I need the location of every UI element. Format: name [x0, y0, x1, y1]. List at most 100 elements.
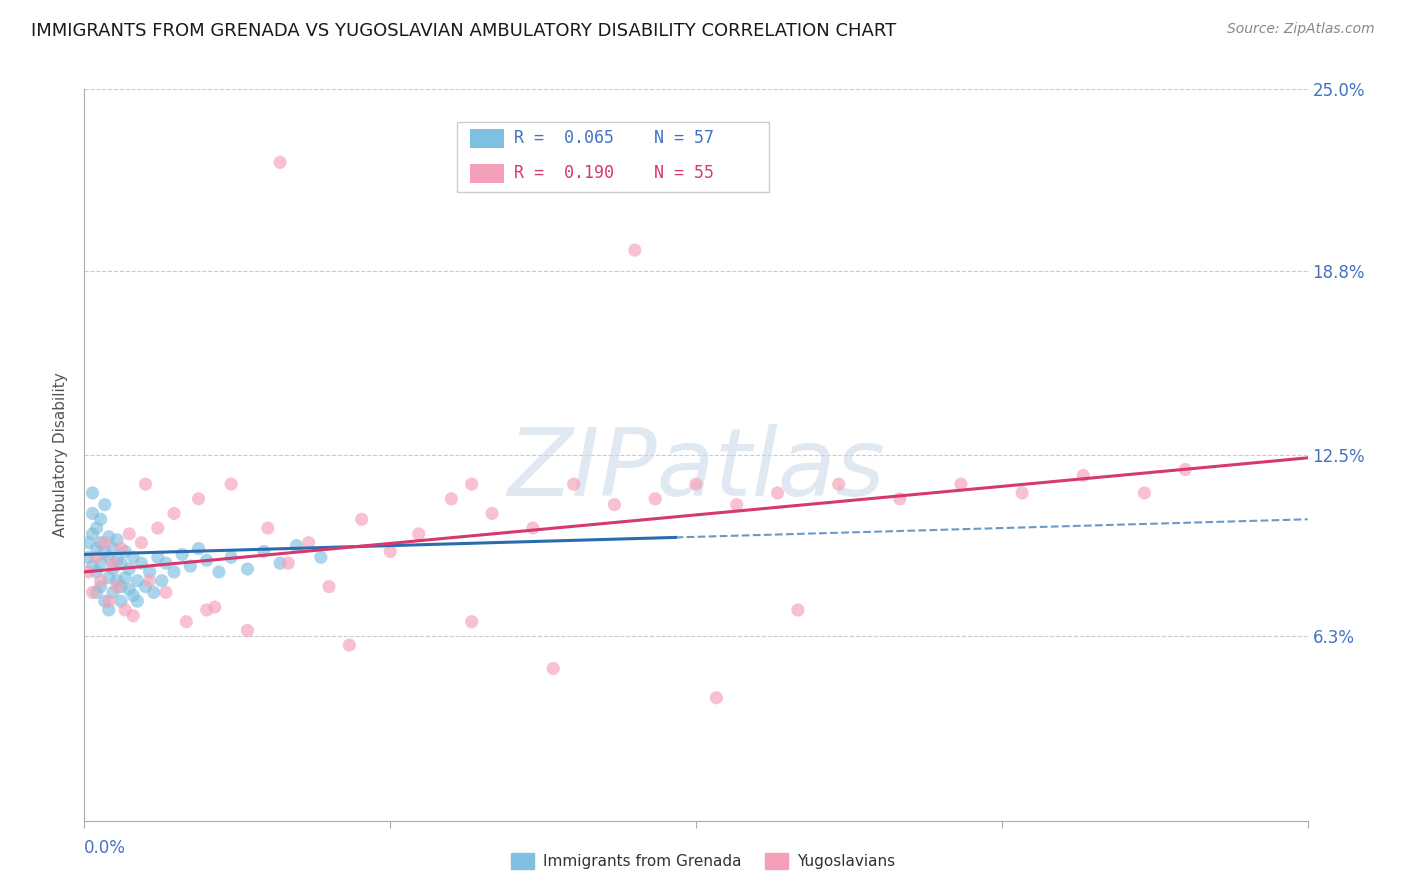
Point [163, 507, 186, 521]
Point [118, 562, 141, 576]
Point [90, 580, 112, 594]
Point [86, 541, 108, 556]
Point [93, 594, 115, 608]
Point [86, 521, 108, 535]
Point [1011, 486, 1033, 500]
Point [155, 556, 177, 570]
Point [122, 550, 145, 565]
Point [318, 580, 340, 594]
Point [82, 527, 104, 541]
Point [135, 580, 157, 594]
Point [86, 585, 108, 599]
Point [114, 544, 136, 558]
Point [624, 243, 647, 257]
Point [146, 521, 169, 535]
Point [105, 553, 128, 567]
Point [150, 574, 173, 588]
Point [685, 477, 707, 491]
Point [257, 521, 280, 535]
Point [208, 565, 231, 579]
Point [787, 603, 810, 617]
Point [219, 477, 242, 491]
Point [97, 530, 120, 544]
Point [101, 585, 124, 599]
Point [127, 574, 149, 588]
FancyBboxPatch shape [457, 122, 769, 192]
Point [309, 550, 332, 565]
Point [90, 512, 112, 526]
Point [440, 491, 463, 506]
Point [101, 562, 124, 576]
Point [179, 559, 201, 574]
Point [522, 521, 544, 535]
Point [131, 556, 153, 570]
Y-axis label: Ambulatory Disability: Ambulatory Disability [53, 373, 69, 537]
Point [110, 580, 132, 594]
Point [219, 550, 242, 565]
Point [142, 585, 165, 599]
Point [1073, 468, 1095, 483]
Point [114, 571, 136, 585]
Point [82, 585, 104, 599]
Point [82, 507, 104, 521]
Point [766, 486, 789, 500]
Point [298, 535, 321, 549]
Point [236, 562, 259, 576]
Point [118, 527, 141, 541]
Bar [470, 129, 503, 148]
Point [90, 535, 112, 549]
Point [1174, 462, 1197, 476]
Point [253, 544, 276, 558]
Text: R =  0.065    N = 57: R = 0.065 N = 57 [513, 129, 714, 147]
Point [93, 498, 115, 512]
Point [86, 550, 108, 565]
Point [195, 553, 218, 567]
Point [101, 556, 124, 570]
Point [725, 498, 748, 512]
Point [86, 565, 108, 579]
Text: ZIPatlas: ZIPatlas [508, 424, 884, 515]
Point [97, 571, 120, 585]
Point [90, 556, 112, 570]
Point [236, 624, 259, 638]
Point [110, 541, 132, 556]
Point [408, 527, 430, 541]
Point [122, 608, 145, 623]
Point [110, 594, 132, 608]
Point [97, 603, 120, 617]
Point [1133, 486, 1156, 500]
Point [122, 588, 145, 602]
Point [93, 544, 115, 558]
Point [461, 615, 484, 629]
Point [82, 486, 104, 500]
Legend: Immigrants from Grenada, Yugoslavians: Immigrants from Grenada, Yugoslavians [505, 847, 901, 875]
Text: R =  0.190    N = 55: R = 0.190 N = 55 [513, 164, 714, 182]
Point [135, 477, 157, 491]
Point [118, 582, 141, 597]
Point [97, 550, 120, 565]
Point [950, 477, 973, 491]
Point [644, 491, 666, 506]
Point [127, 594, 149, 608]
Point [380, 544, 402, 558]
Point [603, 498, 626, 512]
Point [90, 574, 112, 588]
Point [101, 541, 124, 556]
Point [138, 574, 160, 588]
Point [138, 565, 160, 579]
Point [481, 507, 503, 521]
Point [828, 477, 851, 491]
Point [82, 559, 104, 574]
Point [105, 580, 128, 594]
Bar [470, 164, 503, 183]
Point [110, 556, 132, 570]
Point [163, 565, 186, 579]
Point [204, 600, 226, 615]
Point [105, 574, 128, 588]
Point [461, 477, 484, 491]
Point [285, 539, 308, 553]
Point [187, 491, 209, 506]
Point [269, 556, 291, 570]
Point [269, 155, 291, 169]
Point [105, 533, 128, 547]
